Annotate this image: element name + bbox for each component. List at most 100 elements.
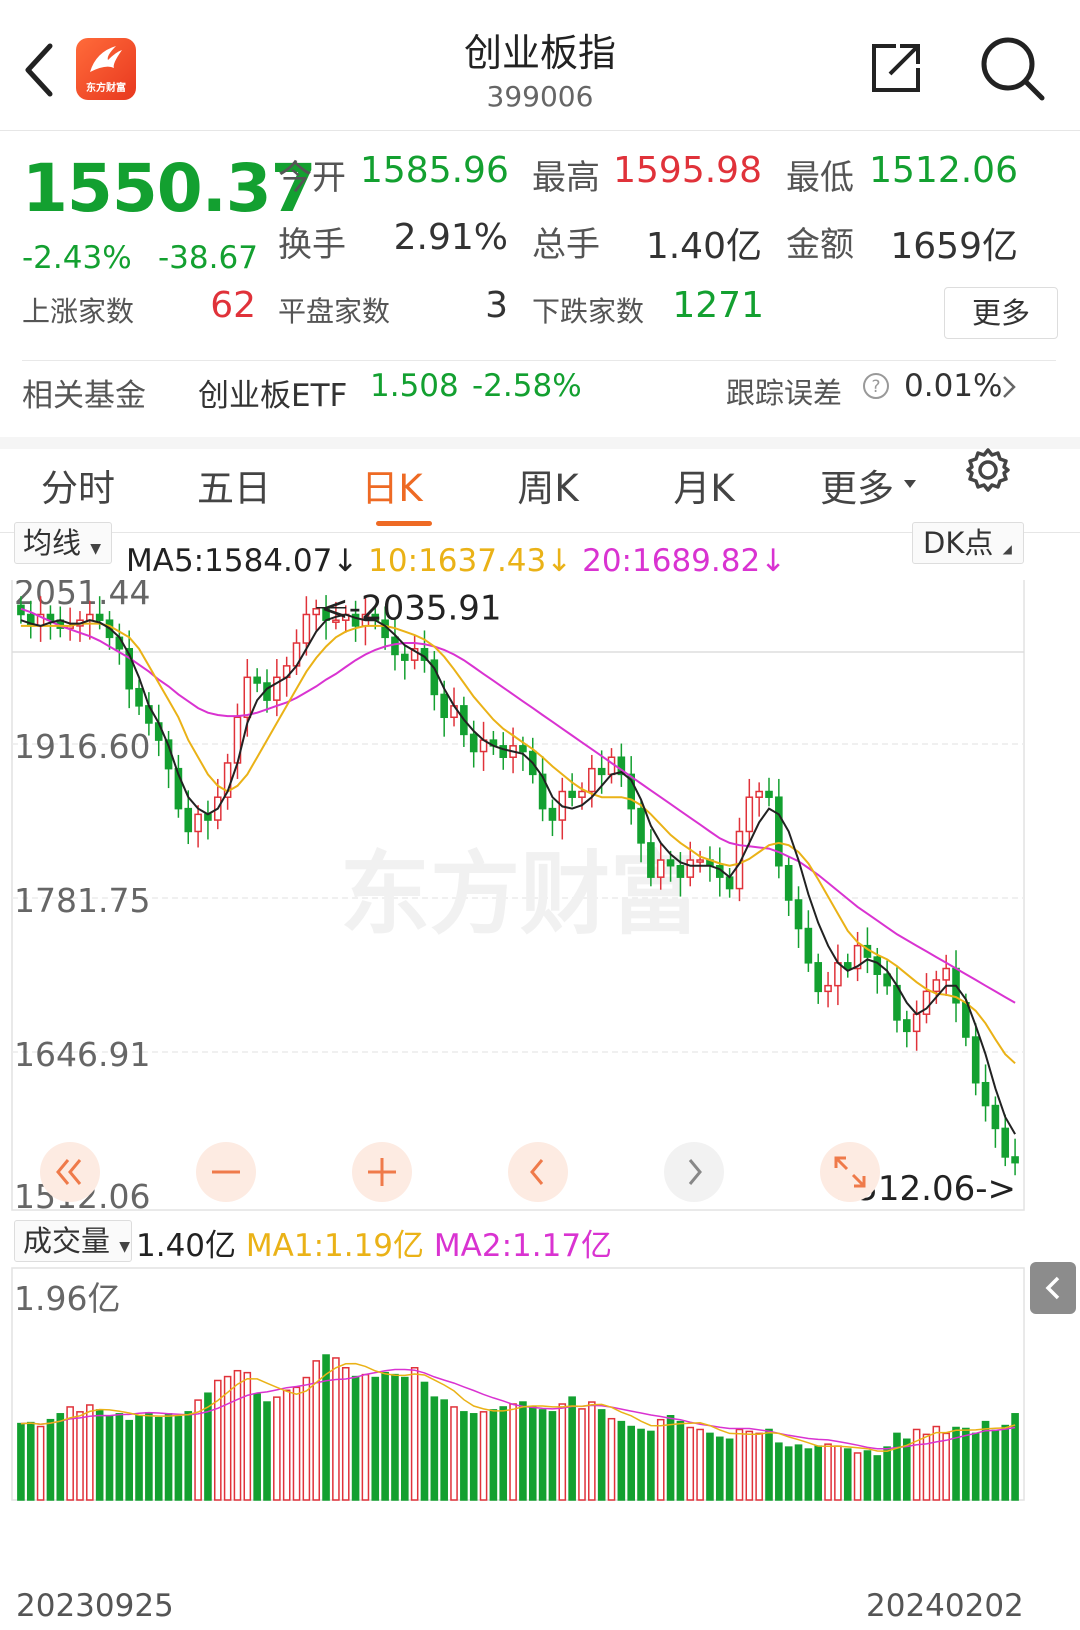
scroll-left-button[interactable] — [508, 1142, 568, 1202]
volume-bar — [164, 1413, 173, 1501]
change-amount: -38.67 — [158, 240, 258, 276]
volume-bar — [706, 1432, 714, 1501]
volume-bar — [962, 1427, 970, 1501]
settings-gear-icon[interactable] — [964, 446, 1012, 494]
zoom-out-button[interactable] — [196, 1142, 256, 1202]
volume-bar — [243, 1371, 252, 1501]
tab-daily-k[interactable]: 日K — [361, 467, 423, 510]
amount-label: 金额 — [786, 225, 854, 265]
section-separator — [0, 437, 1080, 449]
volume-bar — [794, 1444, 803, 1501]
start-date: 20230925 — [16, 1588, 174, 1624]
volume-bar — [430, 1396, 439, 1501]
expand-icon — [834, 1156, 866, 1188]
dk-point-button[interactable]: DK点 ◢ — [912, 522, 1024, 564]
volume-bar — [656, 1418, 665, 1501]
tab-five-day[interactable]: 五日 — [197, 467, 271, 510]
candle-body — [519, 745, 527, 753]
search-icon[interactable] — [980, 36, 1048, 104]
candle-body — [814, 962, 823, 993]
chevron-right-icon[interactable] — [1000, 374, 1018, 400]
fast-back-button[interactable] — [40, 1142, 100, 1202]
app-logo: 东方财富 — [76, 38, 136, 100]
flat-count: 3 — [485, 285, 508, 326]
dk-point-label: DK点 — [923, 526, 994, 560]
candle-body — [351, 613, 360, 627]
candle-body — [548, 807, 557, 821]
volume-bar — [469, 1413, 478, 1501]
volume-bar — [95, 1409, 104, 1501]
volume-bar — [499, 1406, 508, 1501]
down-arrow-icon: ↓ — [760, 543, 787, 579]
volume-bar — [76, 1411, 84, 1501]
candle-body — [784, 864, 793, 901]
tab-monthly-k[interactable]: 月K — [673, 467, 735, 510]
volume-bar — [154, 1416, 163, 1501]
flame-logo-icon — [90, 46, 122, 72]
high-value: 1595.98 — [613, 150, 762, 191]
fullscreen-button[interactable] — [820, 1142, 880, 1202]
ma20-value: 20:1689.82 — [582, 543, 761, 579]
ma-selector-label: 均线 — [23, 526, 82, 560]
candle-body — [637, 807, 645, 844]
volume-frame — [11, 1267, 1025, 1501]
volume-bar — [834, 1445, 842, 1501]
top-bar — [0, 0, 1080, 131]
volume-bar — [56, 1413, 65, 1501]
volume-bar — [450, 1406, 458, 1501]
chevron-right-icon — [688, 1159, 702, 1185]
tab-weekly-k[interactable]: 周K — [517, 467, 579, 510]
watermark: 东方财富 — [340, 842, 700, 947]
volume-bar — [588, 1401, 596, 1501]
high-label: 最高 — [532, 158, 600, 198]
volume-indicator-selector[interactable]: 成交量 ▼ — [14, 1220, 132, 1262]
volume-bar — [873, 1455, 882, 1501]
volume-bar — [223, 1375, 232, 1501]
volume-bar — [282, 1389, 291, 1501]
volume-bar — [174, 1415, 183, 1501]
volume-bar — [863, 1450, 872, 1501]
volume-bar — [420, 1381, 429, 1501]
divider — [0, 532, 1080, 533]
scroll-right-button[interactable] — [664, 1142, 724, 1202]
candle-body — [627, 773, 635, 810]
volume-bar — [135, 1415, 143, 1501]
down-arrow-icon: ↓ — [332, 543, 359, 579]
stock-chart[interactable]: 2051.441916.601781.751646.911512.06东方财富<… — [0, 580, 1080, 1630]
collapse-toggle-button[interactable] — [1030, 1262, 1076, 1314]
volume-bar — [765, 1428, 773, 1501]
ma-selector[interactable]: 均线 ▼ — [14, 522, 112, 564]
turnover-value: 2.91% — [393, 217, 508, 258]
back-arrow-icon[interactable] — [20, 40, 60, 100]
help-icon[interactable]: ? — [862, 372, 890, 400]
volume-bar — [676, 1420, 685, 1501]
volume-bar — [666, 1415, 675, 1501]
down-count-label: 下跌家数 — [532, 295, 645, 328]
candle-body — [194, 813, 202, 833]
candle-body — [401, 653, 409, 661]
volume-bar — [341, 1367, 350, 1501]
max-price-label: <-2035.91 — [320, 589, 501, 629]
candle-body — [95, 613, 104, 621]
tab-intraday[interactable]: 分时 — [41, 467, 115, 510]
volume-bar — [479, 1411, 488, 1501]
volume-bar — [981, 1420, 990, 1501]
volume-bar — [725, 1438, 734, 1501]
active-tab-indicator — [376, 521, 432, 526]
low-value: 1512.06 — [869, 150, 1018, 191]
candle-body — [834, 962, 842, 987]
candle-body — [804, 927, 813, 964]
share-icon[interactable] — [868, 40, 924, 96]
tab-more[interactable]: 更多 — [820, 467, 894, 510]
volume-bar — [36, 1425, 45, 1501]
candle-body — [135, 687, 143, 707]
candle-body — [686, 859, 695, 878]
zoom-in-button[interactable] — [352, 1142, 412, 1202]
candle-body — [942, 967, 950, 981]
more-button[interactable]: 更多 — [944, 287, 1058, 339]
volume-values: 1.40亿 MA1:1.19亿 MA2:1.17亿 — [136, 1220, 612, 1265]
candle-body — [922, 990, 931, 1015]
volume-value: 1.40亿 — [645, 226, 762, 267]
volume-bar — [647, 1430, 655, 1501]
fund-name[interactable]: 创业板ETF — [198, 378, 348, 414]
